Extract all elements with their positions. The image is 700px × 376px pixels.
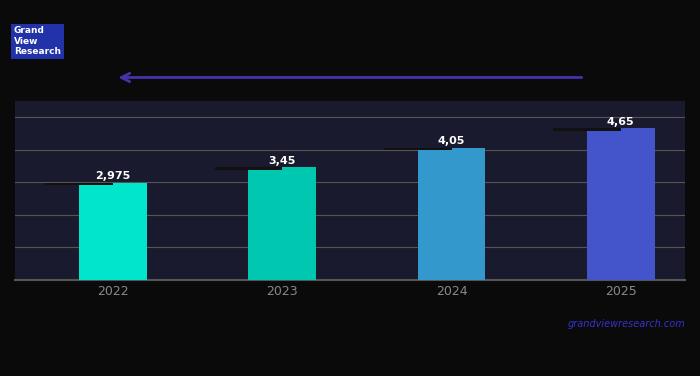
Bar [215, 167, 282, 170]
Bar [418, 148, 485, 280]
Bar [46, 183, 113, 185]
Text: 3,45: 3,45 [269, 156, 296, 166]
Text: Grand
View
Research: Grand View Research [14, 26, 61, 56]
Bar [587, 129, 655, 280]
Bar [79, 183, 147, 280]
Text: 2,975: 2,975 [95, 171, 131, 181]
Bar [248, 167, 316, 280]
Bar [553, 129, 621, 131]
Text: grandviewresearch.com: grandviewresearch.com [567, 319, 685, 329]
Text: 4,05: 4,05 [438, 136, 466, 146]
Text: 4,65: 4,65 [607, 117, 634, 127]
Bar [384, 148, 452, 150]
